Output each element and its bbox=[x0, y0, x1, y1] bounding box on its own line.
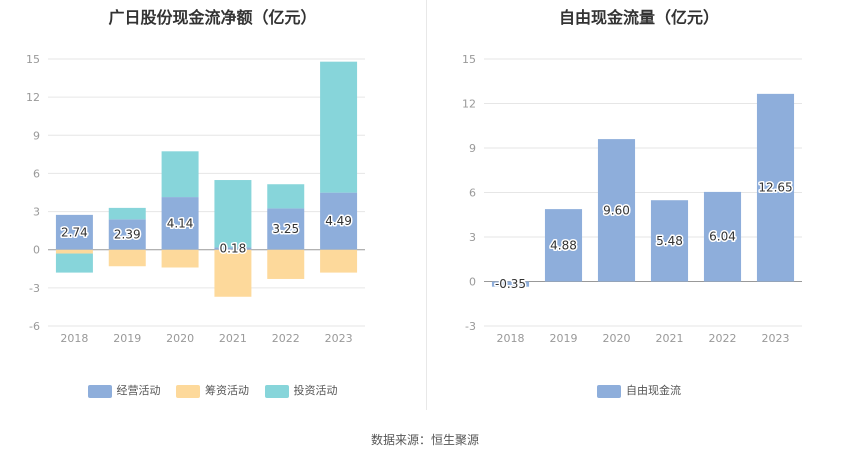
bar-operating bbox=[108, 219, 146, 250]
y-tick-label: 12 bbox=[26, 91, 40, 104]
y-tick-label: -3 bbox=[465, 320, 476, 333]
y-tick-label: 6 bbox=[33, 167, 40, 180]
bar-investing bbox=[55, 253, 93, 273]
legend-label: 筹资活动 bbox=[205, 384, 249, 397]
bar-free_cash_flow bbox=[650, 200, 689, 282]
y-tick-label: 3 bbox=[469, 231, 476, 244]
data-label: 2.39 bbox=[114, 228, 141, 242]
data-label: 2.74 bbox=[61, 225, 88, 239]
data-source: 数据来源：恒生聚源 bbox=[370, 433, 479, 447]
legend-swatch-free-cash-flow bbox=[597, 384, 621, 398]
x-tick-label: 2021 bbox=[656, 332, 684, 345]
legend: 自由现金流 bbox=[428, 382, 850, 398]
data-label: 3.25 bbox=[272, 222, 299, 236]
bar-financing bbox=[267, 249, 305, 279]
bar-operating bbox=[267, 208, 305, 250]
legend-item-financing[interactable]: 筹资活动 bbox=[176, 382, 249, 398]
legend-label: 投资活动 bbox=[293, 384, 338, 397]
bar-investing bbox=[214, 180, 252, 248]
bar-free_cash_flow bbox=[544, 209, 583, 282]
x-tick-label: 2020 bbox=[603, 332, 631, 345]
bar-operating bbox=[161, 197, 199, 250]
x-tick-label: 2020 bbox=[166, 332, 194, 345]
legend-swatch-financing bbox=[176, 384, 200, 398]
legend: 经营活动 筹资活动 投资活动 bbox=[0, 382, 425, 398]
chart-title: 广日股份现金流净额（亿元） bbox=[108, 8, 317, 27]
bar-financing bbox=[55, 249, 93, 254]
data-label: 4.49 bbox=[325, 214, 352, 228]
bar-financing bbox=[320, 249, 358, 273]
y-tick-label: 15 bbox=[462, 53, 476, 66]
x-tick-label: 2023 bbox=[325, 332, 353, 345]
bar-operating bbox=[55, 214, 93, 250]
cash-flow-net-plot: 15 12 9 6 3 0 -3 -6 2018 2019 2020 2021 2022 2023 2.74… bbox=[26, 53, 365, 345]
y-tick-label: -6 bbox=[29, 320, 40, 333]
bar-investing bbox=[320, 61, 358, 193]
y-tick-label: 0 bbox=[33, 244, 40, 257]
chart-title: 自由现金流量（亿元） bbox=[558, 8, 719, 27]
bar-free_cash_flow bbox=[756, 93, 795, 282]
y-tick-label: -3 bbox=[29, 282, 40, 295]
cash-flow-net-chart: 广日股份现金流净额（亿元） 15 12 9 6 3 0 -3 -6 2018 2019 2020 20… bbox=[0, 0, 425, 420]
x-tick-label: 2021 bbox=[219, 332, 247, 345]
bar-free_cash_flow bbox=[703, 191, 742, 282]
x-tick-label: 2022 bbox=[272, 332, 300, 345]
data-label: 0.18 bbox=[220, 242, 247, 256]
x-tick-label: 2018 bbox=[497, 332, 525, 345]
free-cash-flow-chart: 自由现金流量（亿元） 15 12 9 6 3 0 -3 2018 2019 2020 2021 202… bbox=[428, 0, 850, 420]
legend-item-free-cash-flow[interactable]: 自由现金流 bbox=[597, 382, 681, 398]
data-label: 4.14 bbox=[167, 216, 194, 230]
bar-investing bbox=[108, 207, 146, 220]
y-tick-label: 9 bbox=[469, 142, 476, 155]
bar-financing bbox=[108, 249, 146, 267]
bar-free_cash_flow bbox=[597, 139, 636, 282]
y-tick-label: 6 bbox=[469, 187, 476, 200]
bar-operating bbox=[214, 247, 252, 250]
x-tick-label: 2023 bbox=[762, 332, 790, 345]
x-tick-label: 2019 bbox=[113, 332, 141, 345]
data-label: 5.48 bbox=[656, 234, 683, 248]
x-tick-label: 2018 bbox=[60, 332, 88, 345]
data-label: 4.88 bbox=[550, 238, 577, 252]
bar-financing bbox=[161, 249, 199, 268]
data-label: 12.65 bbox=[758, 181, 792, 195]
bar-operating bbox=[320, 192, 358, 250]
legend-label: 自由现金流 bbox=[626, 384, 681, 397]
bar-free_cash_flow bbox=[491, 281, 530, 287]
bar-investing bbox=[267, 184, 305, 209]
x-tick-label: 2019 bbox=[550, 332, 578, 345]
legend-item-investing[interactable]: 投资活动 bbox=[264, 382, 338, 398]
y-tick-label: 12 bbox=[462, 98, 476, 111]
x-tick-label: 2022 bbox=[709, 332, 737, 345]
legend-swatch-operating bbox=[87, 384, 112, 398]
y-tick-label: 15 bbox=[26, 53, 40, 66]
data-label: 6.04 bbox=[709, 230, 736, 244]
bar-financing bbox=[214, 249, 252, 297]
y-tick-label: 3 bbox=[33, 206, 40, 219]
free-cash-flow-plot: 15 12 9 6 3 0 -3 2018 2019 2020 2021 2022 2023 -0.35 4… bbox=[462, 53, 802, 345]
panel-divider bbox=[426, 0, 427, 410]
legend-swatch-investing bbox=[264, 384, 289, 398]
y-tick-label: 0 bbox=[469, 276, 476, 289]
y-tick-label: 9 bbox=[33, 129, 40, 142]
data-label: 9.60 bbox=[603, 203, 630, 217]
bar-investing bbox=[161, 151, 199, 198]
data-label: -0.35 bbox=[495, 277, 526, 291]
legend-item-operating[interactable]: 经营活动 bbox=[87, 382, 161, 398]
legend-label: 经营活动 bbox=[116, 384, 161, 397]
